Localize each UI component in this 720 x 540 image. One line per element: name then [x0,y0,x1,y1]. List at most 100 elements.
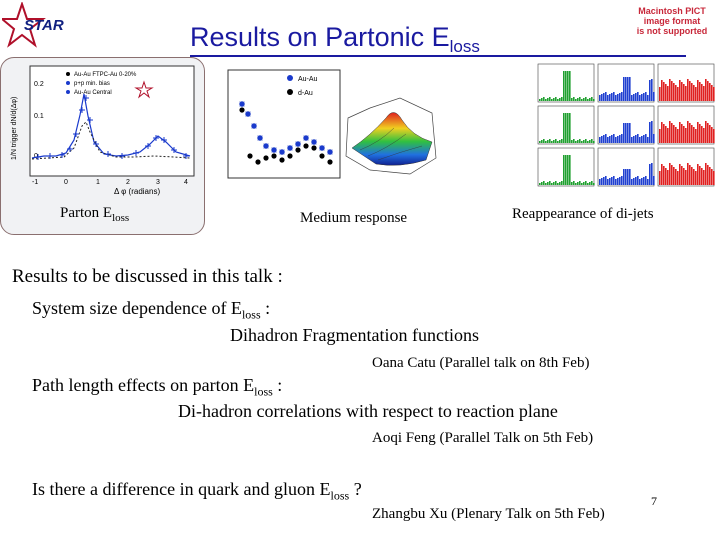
fig3-bar [673,125,675,143]
fig3-bar [647,179,649,185]
fig3-bar [617,178,619,185]
fig3-bar [689,81,691,101]
fig3-bar [699,124,701,143]
fig3-bar [673,167,675,185]
fig3-bar [583,140,585,143]
fig3-bar [561,181,563,185]
fig3-bar [709,167,711,185]
fig3-bar [645,176,647,185]
fig3-bar [645,134,647,143]
fig3-bar [649,80,651,101]
fig3-bar [681,166,683,185]
pict-notice-line: image format [643,16,701,26]
fig3-bar [697,164,699,185]
fig3-bar [653,134,655,143]
fig3-bar [573,97,575,101]
fig3-bar [615,179,617,185]
fig1-star-icon [134,80,154,99]
fig3-bar [709,83,711,101]
svg-text:0.2: 0.2 [34,81,44,88]
fig3-bar [627,77,629,101]
fig3-bar [543,97,545,101]
fig3-bar [653,92,655,101]
fig3-bar [679,164,681,185]
fig3-bar [687,121,689,143]
fig1-y-axis-label: 1/N trigger dN/d(Δφ) [11,97,18,160]
fig3-bar [569,155,571,185]
fig3-bar [547,140,549,143]
fig3-bar [665,84,667,101]
star-logo: STAR [0,0,78,56]
fig1-caption: Parton Eloss [60,205,129,224]
fig3-bar [615,137,617,143]
fig3-bar [559,182,561,185]
item2-topic: Path length effects on parton Eloss : [32,375,282,400]
fig3-bar [599,95,601,101]
fig3-bar [633,136,635,143]
medium-response-surface-plot [345,97,437,175]
fig3-bar [605,92,607,101]
item3-topic: Is there a difference in quark and gluon… [32,479,362,504]
fig3-bar [541,140,543,143]
fig3-bar [549,181,551,185]
fig3-bar [601,136,603,143]
fig2-point [303,143,309,149]
fig1-points [35,95,189,160]
fig3-bar [569,71,571,101]
fig3-bar [671,123,673,143]
fig3-bar [689,165,691,185]
fig3-bar [649,164,651,185]
fig3-bar [701,126,703,143]
fig2-point [327,149,333,155]
fig3-bar [541,98,543,101]
fig3-bar [587,99,589,101]
fig3-bar [661,80,663,101]
fig3-bar [583,98,585,101]
fig3-bar [631,95,633,101]
fig3-bar [701,84,703,101]
fig3-bar [671,165,673,185]
fig3-bar [707,81,709,101]
fig3-bar [667,170,669,185]
fig3-bar [549,139,551,143]
fig3-bar [691,125,693,143]
fig3-bar [651,121,653,143]
pict-unsupported-notice: Macintosh PICT image format is not suppo… [626,6,718,36]
svg-text:2: 2 [126,179,130,186]
item1-topic: System size dependence of Eloss : [32,298,270,323]
item3-speaker: Zhangbu Xu (Plenary Talk on 5th Feb) [372,506,605,522]
fig3-bar [643,93,645,101]
fig3-bar [547,182,549,185]
fig3-bar [623,123,625,143]
fig3-bar [563,113,565,143]
fig3-bar [633,94,635,101]
fig2-point [287,153,293,159]
fig3-bar [629,169,631,185]
fig3-bar [589,182,591,185]
fig3-bar [619,135,621,143]
fig3-bar [611,135,613,143]
fig3-bar [671,81,673,101]
fig3-bar [557,141,559,143]
fig3-bar [703,170,705,185]
fig3-bar [557,99,559,101]
fig3-bar [713,87,715,101]
fig3-bar [605,134,607,143]
fig3-bar [635,135,637,143]
fig3-bar [659,129,661,143]
fig2-point [295,141,301,147]
fig2-point [295,147,301,153]
fig3-bar [629,77,631,101]
fig2-point [279,157,285,163]
slide-title-subscript: loss [449,37,480,56]
slide-title-text: Results on Partonic E [190,22,450,52]
fig2-point [257,135,263,141]
fig3-bar [637,92,639,101]
fig3-bar [705,79,707,101]
fig3-bar [673,83,675,101]
fig3-bar [579,139,581,143]
fig3-bar [611,177,613,185]
fig3-bar [547,98,549,101]
fig3-bar [545,99,547,101]
fig3-bar [633,178,635,185]
